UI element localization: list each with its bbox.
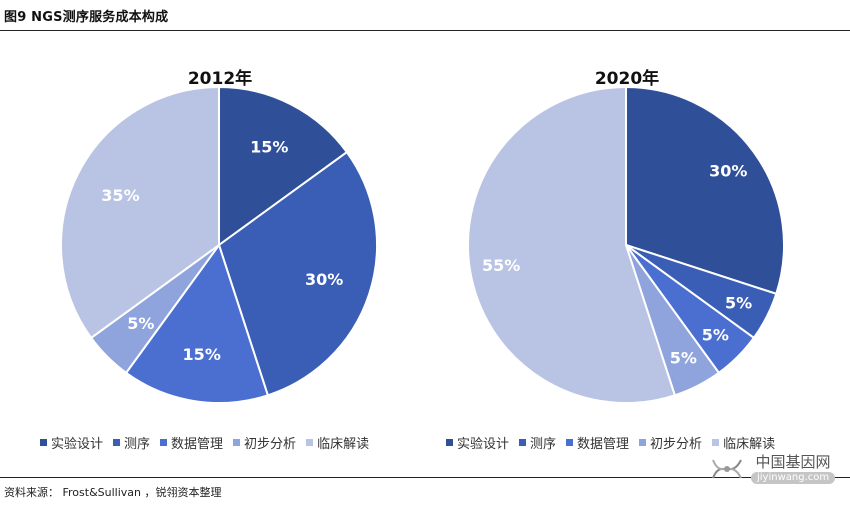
pie-slice-数据管理	[124, 242, 270, 404]
legend-item: 临床解读	[712, 433, 775, 452]
watermark: 中国基因网 jiyinwang.com	[707, 452, 836, 484]
legend-2020: 实验设计 测序 数据管理 初步分析 临床解读	[446, 433, 775, 452]
slice-label: 35%	[101, 186, 139, 205]
legend-label: 临床解读	[317, 437, 370, 452]
legend-item: 实验设计	[446, 433, 509, 452]
slice-label: 55%	[482, 256, 520, 275]
pie-slice-临床解读	[467, 85, 677, 404]
legend-label: 测序	[530, 437, 557, 452]
figure-title: 图9 NGS测序服务成本构成	[4, 10, 169, 25]
bottom-divider	[0, 477, 850, 478]
legend-label: 数据管理	[577, 437, 630, 452]
legend-label: 测序	[124, 437, 151, 452]
legend-item: 数据管理	[566, 433, 629, 452]
legend-item: 初步分析	[233, 433, 296, 452]
legend-item: 测序	[113, 433, 150, 452]
legend-swatch	[113, 439, 121, 446]
pie-chart-2020: 30% 5% 5% 5% 55%	[467, 85, 785, 404]
chart-title-2012: 2012年	[187, 69, 253, 89]
watermark-text: 中国基因网 jiyinwang.com	[751, 452, 836, 484]
legend-item: 临床解读	[306, 433, 369, 452]
top-divider	[0, 30, 850, 31]
legend-swatch	[306, 439, 314, 446]
helix-logo-icon	[712, 459, 742, 479]
slice-label: 5%	[127, 314, 154, 333]
watermark-url: jiyinwang.com	[751, 471, 836, 484]
legend-item: 初步分析	[639, 433, 702, 452]
legend-swatch	[160, 439, 168, 446]
legend-swatch	[40, 439, 47, 446]
legend-label: 初步分析	[244, 437, 297, 452]
legend-item: 数据管理	[160, 433, 223, 452]
pie-chart-2012: 15% 30% 15% 5% 35%	[60, 85, 378, 404]
legend-swatch	[233, 439, 241, 446]
legend-swatch	[566, 439, 574, 446]
legend-swatch	[446, 439, 453, 446]
slice-label: 15%	[183, 345, 221, 364]
chart-title-2020: 2020年	[594, 69, 660, 89]
legend-2012: 实验设计 测序 数据管理 初步分析 临床解读	[40, 433, 369, 452]
slice-label: 15%	[250, 137, 288, 156]
source-note: 资料来源： Frost&Sullivan ，锐翎资本整理	[4, 486, 222, 499]
legend-swatch	[639, 439, 647, 446]
legend-label: 初步分析	[650, 437, 703, 452]
pie-slice-测序	[217, 150, 378, 397]
slice-label: 30%	[709, 162, 747, 181]
pie-slice-临床解读	[60, 85, 220, 340]
slice-label: 5%	[702, 325, 729, 344]
legend-item: 实验设计	[40, 433, 103, 452]
legend-label: 实验设计	[51, 437, 104, 452]
legend-label: 实验设计	[457, 437, 510, 452]
legend-swatch	[712, 439, 720, 446]
legend-label: 数据管理	[171, 437, 224, 452]
slice-label: 5%	[725, 293, 752, 312]
watermark-name: 中国基因网	[755, 452, 831, 471]
legend-swatch	[519, 439, 527, 446]
slice-label: 30%	[305, 270, 343, 289]
legend-item: 测序	[519, 433, 556, 452]
pie-slice-实验设计	[625, 85, 785, 296]
pie-slice-实验设计	[218, 85, 349, 247]
slice-label: 5%	[670, 349, 697, 368]
legend-label: 临床解读	[723, 437, 776, 452]
